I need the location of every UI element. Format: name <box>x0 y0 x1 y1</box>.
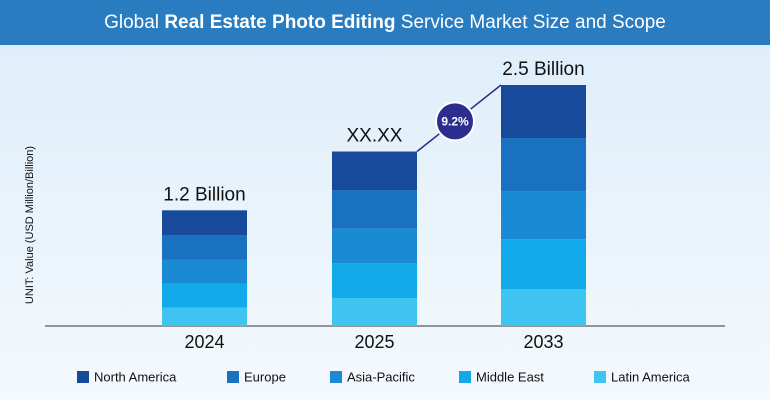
legend-swatch <box>227 371 239 383</box>
legend-swatch <box>330 371 342 383</box>
legend-label: North America <box>94 369 177 384</box>
bar-segment <box>332 151 417 191</box>
bar-segment <box>162 235 247 260</box>
bar-segment <box>162 210 247 236</box>
bar-segment <box>162 307 247 326</box>
legend-label: Asia-Pacific <box>347 369 415 384</box>
cagr-badge <box>435 101 475 142</box>
bar-segment <box>332 263 417 299</box>
x-tick-label: 2024 <box>184 332 224 352</box>
legend-swatch <box>77 371 89 383</box>
bar-segment <box>162 259 247 284</box>
bar-segment <box>332 190 417 229</box>
bar-segment <box>501 191 586 240</box>
y-axis-label: UNIT: Value (USD Million/Billion) <box>24 146 36 304</box>
header-band <box>0 0 770 45</box>
chart-title: Global Real Estate Photo Editing Service… <box>104 12 666 33</box>
total-label: 1.2 Billion <box>163 184 245 205</box>
title-part: Service Market Size and Scope <box>396 12 666 33</box>
bar-segment <box>332 298 417 326</box>
bar-segment <box>501 138 586 192</box>
total-label: XX.XX <box>347 126 403 147</box>
bar-segment <box>501 289 586 326</box>
bar-segment <box>501 85 586 139</box>
title-part: Real Estate Photo Editing <box>164 12 395 33</box>
x-tick-label: 2025 <box>354 332 394 352</box>
bar-segment <box>501 239 586 290</box>
total-label: 2.5 Billion <box>502 59 584 80</box>
cagr-label: 9.2% <box>441 115 469 129</box>
bar-segment <box>162 283 247 308</box>
legend-label: Europe <box>244 369 286 384</box>
title-part: Global <box>104 12 164 33</box>
legend-swatch <box>594 371 606 383</box>
bar-segment <box>332 228 417 264</box>
legend-label: Middle East <box>476 369 544 384</box>
x-tick-label: 2033 <box>523 332 563 352</box>
legend-label: Latin America <box>611 369 691 384</box>
legend-swatch <box>459 371 471 383</box>
